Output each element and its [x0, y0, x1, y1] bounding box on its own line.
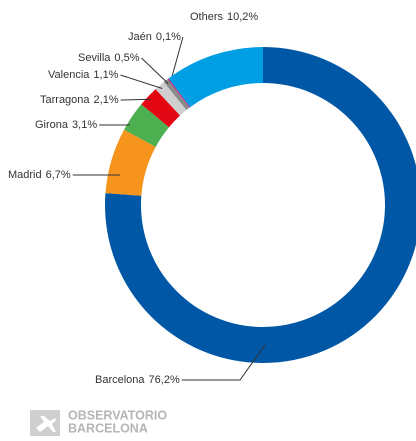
data-label: Girona 3,1% [35, 119, 97, 131]
label-value: 1,1% [93, 69, 118, 81]
leader-line [120, 74, 163, 90]
data-label: Tarragona 2,1% [40, 94, 119, 106]
label-value: 2,1% [94, 94, 119, 106]
label-name: Madrid [8, 169, 42, 181]
label-name: Others [190, 11, 224, 23]
label-name: Tarragona [40, 94, 90, 106]
label-value: 0,5% [114, 52, 139, 64]
slice [105, 129, 156, 196]
data-label: Others 10,2% [190, 11, 258, 23]
label-name: Jaén [128, 31, 152, 43]
logo-plane [36, 416, 56, 432]
label-value: 3,1% [72, 119, 97, 131]
leader-line [170, 36, 184, 82]
logo: OBSERVATORIO BARCELONA [30, 408, 167, 436]
label-value: 6,7% [46, 169, 71, 181]
leader-line [120, 98, 152, 101]
data-label: Madrid 6,7% [8, 169, 71, 181]
label-name: Barcelona [95, 374, 145, 386]
slice [124, 104, 169, 147]
label-name: Sevilla [78, 52, 111, 64]
data-label: Barcelona 76,2% [95, 374, 180, 386]
data-label: Valencia 1,1% [48, 69, 119, 81]
slice [155, 82, 187, 116]
data-label: Jaén 0,1% [128, 31, 181, 43]
label-value: 76,2% [149, 374, 180, 386]
leader-line [141, 57, 169, 84]
label-name: Girona [35, 119, 69, 131]
logo-text: BARCELONA [68, 421, 148, 435]
data-label: Sevilla 0,5% [78, 52, 140, 64]
slice [141, 89, 181, 128]
slice [167, 78, 191, 108]
slice [168, 47, 263, 108]
label-value: 10,2% [227, 11, 258, 23]
slice [163, 78, 190, 111]
label-name: Valencia [48, 69, 90, 81]
leader-line [181, 344, 266, 381]
logo-text: OBSERVATORIO [68, 408, 167, 422]
label-value: 0,1% [156, 31, 181, 43]
